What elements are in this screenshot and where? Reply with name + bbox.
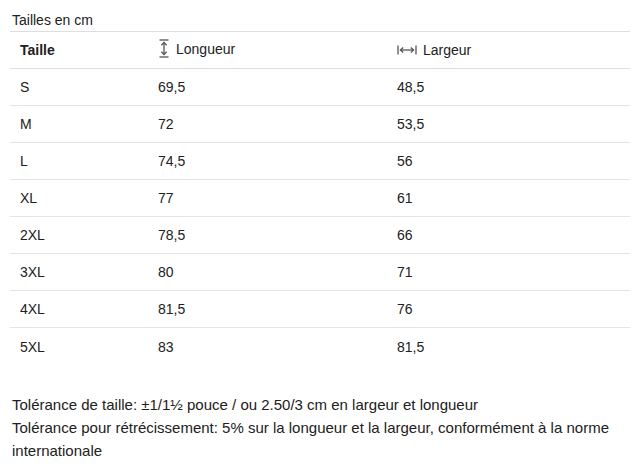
table-row: 3XL 80 71 [10,254,630,291]
table-row: S 69,5 48,5 [10,69,630,106]
table-row: 4XL 81,5 76 [10,291,630,328]
width-cell: 61 [397,190,630,206]
size-cell: 2XL [10,227,158,243]
table-header-row: Taille Longueur [10,32,630,69]
length-cell: 74,5 [158,153,397,169]
table-row: XL 77 61 [10,180,630,217]
width-cell: 81,5 [397,339,630,355]
table-row: 2XL 78,5 66 [10,217,630,254]
column-header-width: Largeur [397,42,630,59]
width-cell: 76 [397,301,630,317]
size-cell: S [10,79,158,95]
size-cell: 5XL [10,339,158,355]
length-cell: 80 [158,264,397,280]
column-header-length: Longueur [158,39,397,61]
length-cell: 78,5 [158,227,397,243]
shrinkage-tolerance-note: Tolérance pour rétrécissement: 5% sur la… [12,416,624,462]
size-cell: 4XL [10,301,158,317]
width-cell: 56 [397,153,630,169]
width-cell: 48,5 [397,79,630,95]
tolerance-notes: Tolérance de taille: ±1/1½ pouce / ou 2.… [12,393,624,462]
column-header-length-label: Longueur [176,41,235,57]
width-cell: 53,5 [397,116,630,132]
table-row: 5XL 83 81,5 [10,328,630,365]
width-cell: 71 [397,264,630,280]
size-cell: M [10,116,158,132]
horizontal-measure-icon [397,44,417,56]
size-cell: 3XL [10,264,158,280]
length-cell: 77 [158,190,397,206]
column-header-width-label: Largeur [423,42,471,58]
length-cell: 72 [158,116,397,132]
width-cell: 66 [397,227,630,243]
size-table: Taille Longueur [10,31,630,365]
page-title: Tailles en cm [0,0,640,31]
vertical-measure-icon [158,39,170,58]
table-row: M 72 53,5 [10,106,630,143]
length-cell: 83 [158,339,397,355]
size-tolerance-note: Tolérance de taille: ±1/1½ pouce / ou 2.… [12,393,624,416]
length-cell: 81,5 [158,301,397,317]
column-header-size: Taille [10,42,158,58]
size-cell: XL [10,190,158,206]
table-row: L 74,5 56 [10,143,630,180]
length-cell: 69,5 [158,79,397,95]
size-cell: L [10,153,158,169]
size-chart-page: Tailles en cm Taille Longueur [0,0,640,468]
